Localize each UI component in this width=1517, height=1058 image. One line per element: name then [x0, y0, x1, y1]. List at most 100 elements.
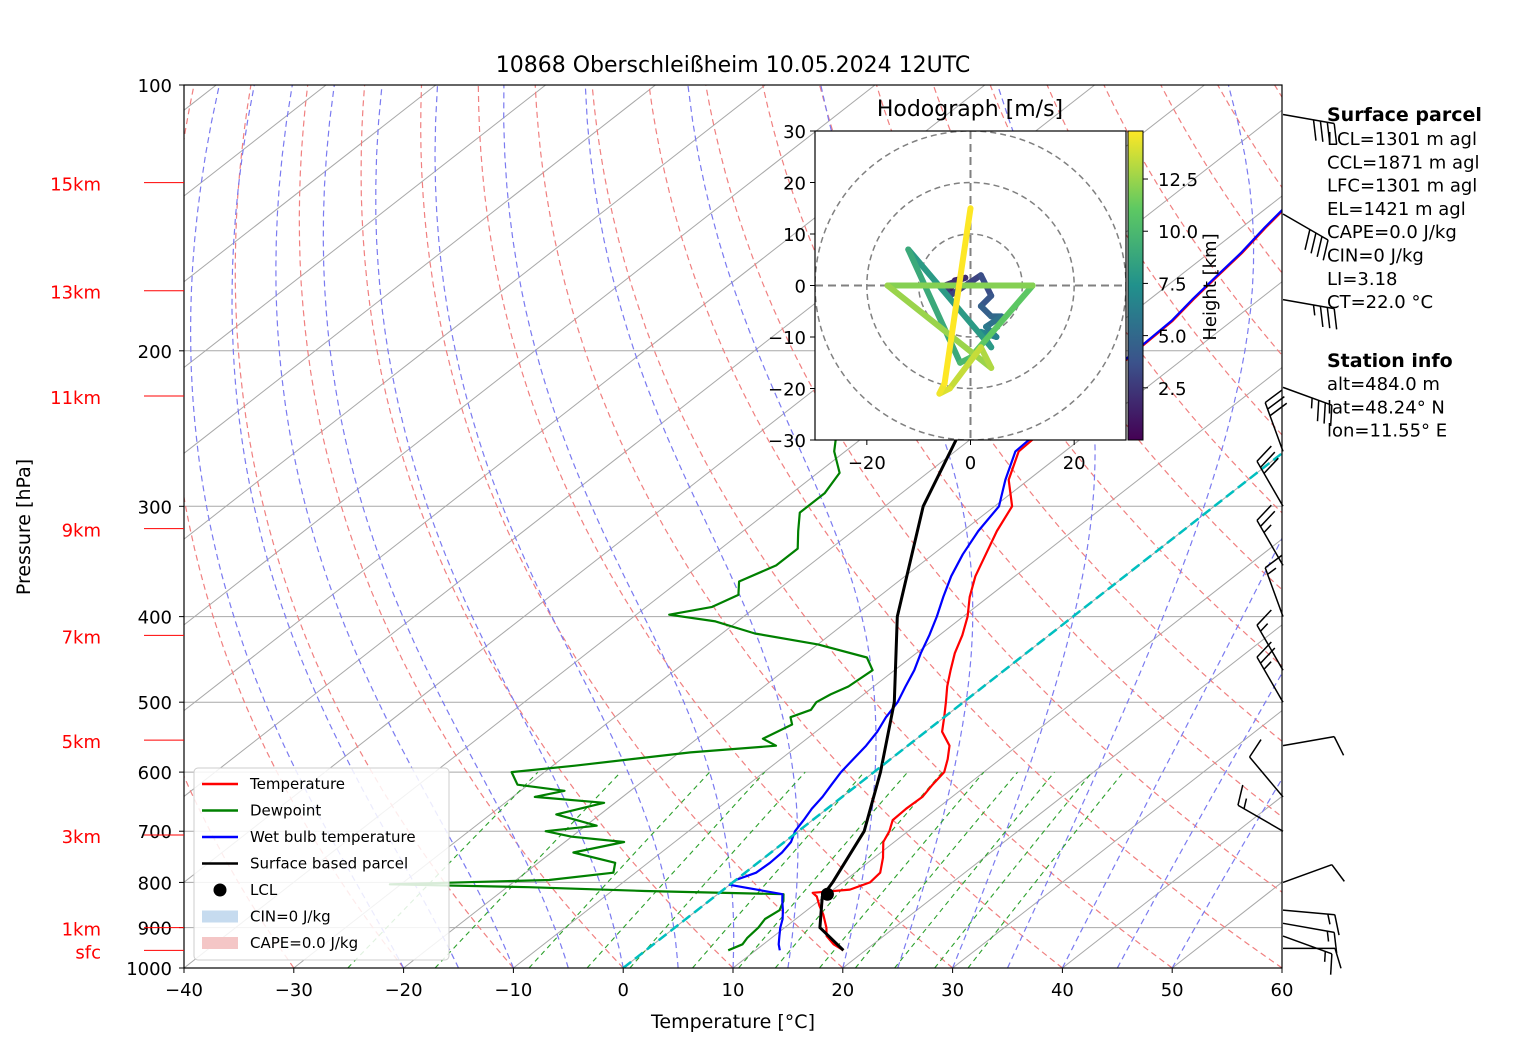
legend: Temperature Dewpoint Wet bulb temperature S… [194, 768, 449, 960]
wind-barb-staff [1283, 936, 1332, 954]
wind-barb-half-feather [1325, 951, 1326, 961]
y-tick-label: 800 [138, 873, 172, 894]
wind-barb-staff [1283, 910, 1335, 915]
x-tick-label: 10 [722, 980, 745, 1001]
wind-barb-half-feather [1312, 398, 1313, 408]
legend-swatch-fill [202, 937, 238, 949]
hodograph-y-tick-label: −10 [768, 328, 806, 349]
wind-barb-feather [1320, 306, 1322, 327]
wind-barb-feather [1317, 237, 1322, 257]
x-tick-label: 50 [1161, 980, 1184, 1001]
wind-barb-feather [1318, 400, 1319, 421]
colorbar-tick-label: 12.5 [1158, 170, 1198, 191]
hodograph-y-tick-label: −20 [768, 380, 806, 401]
y-tick-label: 700 [138, 822, 172, 843]
hodograph-y-tick-label: 10 [783, 225, 806, 246]
wind-barb-feather [1314, 120, 1316, 141]
wind-barb-staff [1283, 214, 1328, 240]
surface-parcel-line: LI=3.18 [1327, 269, 1398, 290]
legend-label: LCL [250, 881, 278, 899]
wind-barb-staff [1283, 387, 1332, 405]
hodograph-x-tick-label: 20 [1063, 453, 1086, 474]
legend-label: Surface based parcel [250, 855, 408, 873]
wind-barb-staff [1283, 923, 1334, 932]
x-tick-label: −20 [385, 980, 423, 1001]
y-tick-label: 300 [138, 497, 172, 518]
x-axis-label: Temperature [°C] [650, 1011, 815, 1033]
x-tick-label: −30 [275, 980, 313, 1001]
wind-barb-staff [1283, 737, 1334, 746]
y-axis-label: Pressure [hPa] [13, 459, 35, 595]
legend-label: Wet bulb temperature [250, 828, 416, 846]
wind-barb-staff [1283, 865, 1332, 883]
y-tick-label: 100 [138, 76, 172, 97]
surface-parcel-line: CT=22.0 °C [1327, 292, 1433, 313]
surface-parcel-line: CIN=0 J/kg [1327, 246, 1424, 267]
wind-barb-feather [1320, 121, 1322, 142]
legend-swatch-fill [202, 911, 238, 923]
x-tick-label: −40 [165, 980, 203, 1001]
legend-label: Dewpoint [250, 802, 321, 820]
surface-parcel-title: Surface parcel [1327, 104, 1482, 126]
wind-barb-feather [1335, 915, 1339, 935]
y-tick-label: 1000 [126, 959, 172, 980]
wind-barb [1283, 936, 1332, 975]
height-label: 5km [62, 732, 101, 753]
height-label: 1km [62, 920, 101, 941]
wind-barb-half-feather [1328, 914, 1330, 924]
wind-barb [1283, 387, 1332, 426]
height-label: 15km [50, 175, 101, 196]
station-info-line: lat=48.24° N [1327, 397, 1445, 418]
x-tick-label: 0 [617, 980, 628, 1001]
wind-barb-half-feather [1327, 931, 1328, 941]
wind-barb-feather [1332, 865, 1344, 882]
y-tick-label: 600 [138, 763, 172, 784]
height-label: 13km [50, 283, 101, 304]
hodograph-x-tick-label: 0 [965, 453, 976, 474]
station-info-line: lon=11.55° E [1327, 421, 1447, 442]
y-tick-label: 500 [138, 693, 172, 714]
chart-title: 10868 Oberschleißheim 10.05.2024 12UTC [496, 53, 971, 78]
y-tick-label: 400 [138, 608, 172, 629]
colorbar [1128, 131, 1143, 440]
height-label: 7km [62, 627, 101, 648]
wind-barb-half-feather [1314, 305, 1315, 315]
y-tick-label: 900 [138, 919, 172, 940]
height-label: 11km [50, 388, 101, 409]
wind-barb-feather [1305, 230, 1310, 250]
height-label: 3km [62, 827, 101, 848]
x-tick-label: 40 [1051, 980, 1074, 1001]
colorbar-tick-label: 10.0 [1158, 222, 1198, 243]
y-tick-label: 200 [138, 342, 172, 363]
legend-label: CIN=0 J/kg [250, 908, 331, 926]
height-label: 9km [62, 521, 101, 542]
legend-swatch-marker [214, 884, 227, 897]
hodograph-y-tick-label: −30 [768, 431, 806, 452]
x-tick-label: 60 [1271, 980, 1294, 1001]
x-tick-label: 20 [831, 980, 854, 1001]
lcl-marker [821, 888, 834, 901]
surface-parcel-line: LFC=1301 m agl [1327, 176, 1477, 197]
station-info-title: Station info [1327, 350, 1453, 372]
colorbar-label: Height [km] [1200, 233, 1221, 340]
surface-parcel-line: CAPE=0.0 J/kg [1327, 222, 1457, 243]
hodograph-y-tick-label: 30 [783, 122, 806, 143]
surface-parcel-line: EL=1421 m agl [1327, 199, 1466, 220]
wind-barb-feather [1324, 403, 1325, 424]
hodograph-x-tick-label: −20 [848, 453, 886, 474]
station-info-line: alt=484.0 m [1327, 374, 1440, 395]
x-tick-label: −10 [494, 980, 532, 1001]
hodograph-title: Hodograph [m/s] [877, 97, 1063, 122]
legend-label: Temperature [249, 775, 345, 793]
wind-barb-feather [1331, 954, 1332, 975]
surface-parcel-line: CCL=1871 m agl [1327, 152, 1480, 173]
height-label: sfc [75, 942, 101, 963]
hodograph-y-tick-label: 0 [795, 277, 806, 298]
colorbar-tick-label: 5.0 [1158, 327, 1187, 348]
colorbar-tick-label: 7.5 [1158, 274, 1187, 295]
hodograph-y-tick-label: 20 [783, 174, 806, 195]
x-tick-label: 30 [941, 980, 964, 1001]
